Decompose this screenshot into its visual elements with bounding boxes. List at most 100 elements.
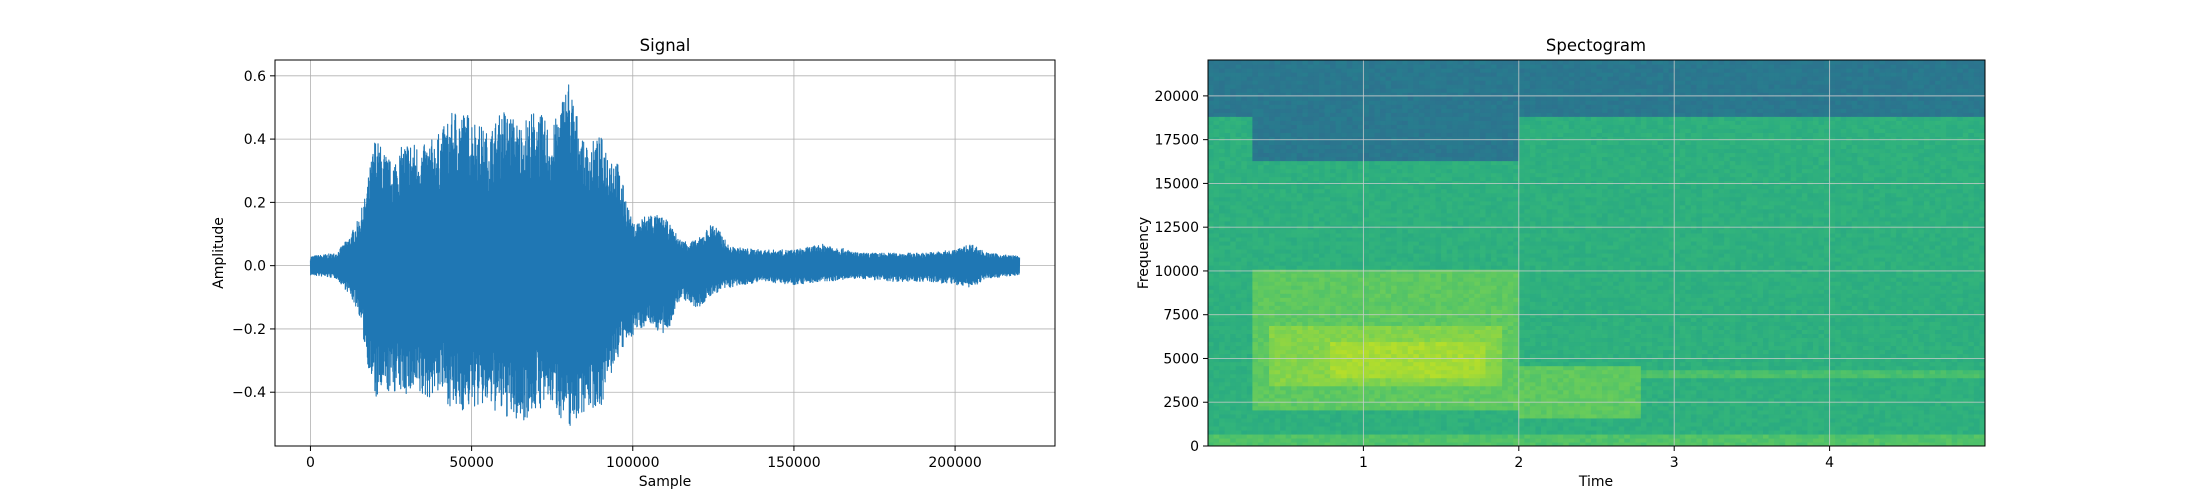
spectrogram-cell (1468, 425, 1475, 431)
spectrogram-cell (1430, 228, 1437, 234)
spectrogram-cell (1341, 68, 1348, 73)
spectrogram-cell (1224, 188, 1231, 194)
spectrogram-cell (1341, 309, 1348, 314)
spectrogram-cell (1346, 437, 1353, 443)
spectrogram-cell (1324, 405, 1331, 411)
spectrogram-cell (1418, 96, 1426, 101)
spectrogram-cell (1435, 80, 1442, 85)
spectrogram-cell (1208, 212, 1215, 218)
spectrogram-cell (1269, 96, 1276, 101)
spectrogram-cell (1463, 413, 1470, 419)
spectrogram-cell (1413, 361, 1420, 367)
spectrogram-cell (1213, 289, 1220, 294)
spectrogram-cell (1418, 128, 1426, 133)
spectrogram-cell (1213, 329, 1220, 335)
spectrogram-cell (1219, 309, 1226, 314)
spectrogram-cell (1313, 192, 1320, 198)
spectrogram-cell (1235, 405, 1242, 411)
spectrogram-cell (1230, 176, 1237, 182)
spectrogram-cell (1402, 152, 1409, 158)
spectrogram-cell (1341, 236, 1348, 242)
spectrogram-cell (1235, 297, 1242, 302)
spectrogram-cell (1235, 232, 1242, 238)
spectrogram-cell (1452, 289, 1459, 294)
spectrogram-cell (1485, 200, 1492, 206)
spectrogram-cell (1313, 236, 1320, 242)
spectrogram-cell (1341, 168, 1348, 174)
spectrogram-cell (1269, 393, 1276, 399)
spectrogram-cell (1418, 369, 1426, 375)
spectrogram-cell (1380, 84, 1387, 89)
spectrogram-cell (1219, 208, 1226, 214)
spectrogram-cell (1396, 325, 1403, 330)
spectrogram-cell (1313, 301, 1320, 306)
spectrogram-cell (1391, 240, 1398, 246)
spectrogram-cell (1291, 228, 1298, 234)
spectrogram-cell (1208, 232, 1215, 238)
spectrogram-cell (1274, 417, 1281, 423)
spectrogram-cell (1380, 80, 1387, 85)
spectrogram-cell (1485, 60, 1492, 65)
spectrogram-cell (1208, 337, 1215, 343)
spectrogram-cell (1352, 365, 1359, 371)
spectrogram-cell (1374, 140, 1381, 146)
spectrogram-cell (1468, 389, 1475, 395)
spectrogram-cell (1319, 385, 1326, 391)
spectrogram-cell (1241, 309, 1248, 314)
spectrogram-cell (1385, 421, 1392, 427)
spectrogram-cell (1374, 345, 1381, 351)
spectrogram-cell (1335, 244, 1342, 250)
spectrogram-cell (1430, 156, 1437, 162)
spectrogram-cell (1363, 329, 1370, 335)
spectrogram-cell (1269, 409, 1276, 415)
x-tick-label: 0 (306, 455, 315, 471)
spectrogram-cell (1424, 144, 1431, 150)
spectrogram-cell (1252, 76, 1259, 81)
spectrogram-cell (1402, 84, 1409, 89)
spectrogram-cell (1396, 329, 1403, 335)
spectrogram-cell (1452, 148, 1459, 154)
spectrogram-cell (1402, 301, 1409, 306)
spectrogram-cell (1224, 345, 1231, 351)
spectrogram-cell (1352, 373, 1359, 379)
spectrogram-cell (1224, 164, 1231, 170)
spectrogram-cell (1424, 96, 1431, 101)
spectrogram-cell (1452, 293, 1459, 298)
spectrogram-cell (1257, 84, 1265, 89)
spectrogram-cell (1402, 349, 1409, 355)
spectrogram-cell (1391, 417, 1398, 423)
spectrogram-cell (1241, 172, 1248, 178)
spectrogram-cell (1407, 305, 1414, 310)
spectrogram-cell (1324, 321, 1331, 326)
spectrogram-cell (1435, 136, 1442, 142)
spectrogram-cell (1468, 333, 1475, 339)
spectrogram-cell (1368, 273, 1376, 278)
spectrogram-cell (1241, 184, 1248, 190)
spectrogram-cell (1263, 365, 1270, 371)
spectrogram-cell (1319, 421, 1326, 427)
spectrogram-cell (1468, 313, 1475, 318)
spectrogram-cell (1424, 397, 1431, 403)
spectrogram-cell (1230, 277, 1237, 282)
spectrogram-cell (1241, 204, 1248, 210)
spectrogram-cell (1280, 305, 1287, 310)
spectrogram-cell (1274, 281, 1281, 286)
spectrogram-cell (1235, 325, 1242, 330)
spectrogram-cell (1213, 156, 1220, 162)
spectrogram-cell (1346, 401, 1353, 407)
spectrogram-cell (1274, 385, 1281, 391)
spectrogram-cell (1252, 257, 1259, 262)
spectrogram-cell (1363, 212, 1370, 218)
spectrogram-cell (1418, 208, 1426, 214)
spectrogram-cell (1418, 349, 1426, 355)
spectrogram-cell (1280, 393, 1287, 399)
spectrogram-cell (1435, 377, 1442, 383)
spectrogram-cell (1485, 248, 1492, 254)
spectrogram-cell (1302, 349, 1309, 355)
spectrogram-cell (1324, 184, 1331, 190)
spectrogram-cell (1468, 188, 1475, 194)
spectrogram-cell (1368, 176, 1376, 182)
spectrogram-cell (1479, 397, 1487, 403)
spectrogram-cell (1341, 253, 1348, 258)
spectrogram-cell (1263, 289, 1270, 294)
